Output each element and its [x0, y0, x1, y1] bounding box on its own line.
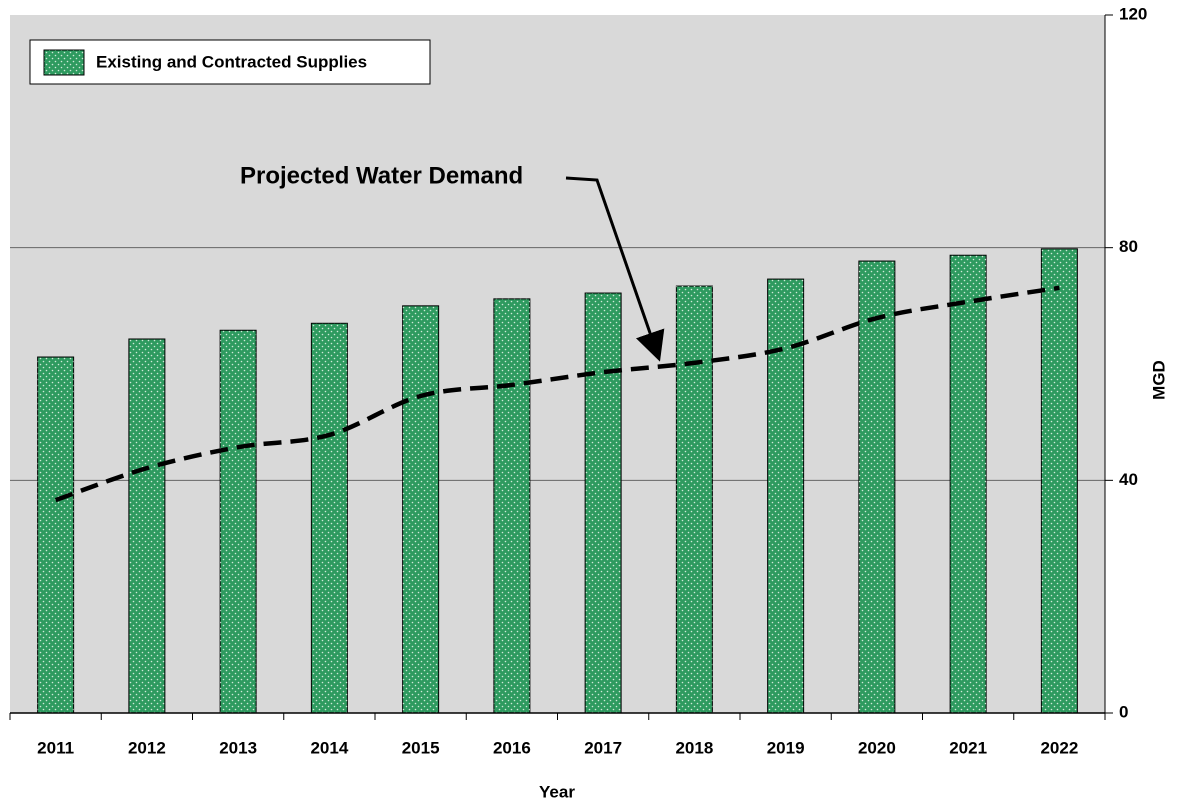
x-tick-label: 2015 — [402, 738, 440, 757]
x-tick-label: 2022 — [1040, 738, 1078, 757]
bar-dots — [585, 293, 622, 713]
y-tick-label: 0 — [1119, 702, 1128, 721]
annotation-arrow — [565, 176, 665, 362]
x-tick-label: 2021 — [949, 738, 987, 757]
bar-dots — [37, 357, 74, 713]
line — [54, 285, 1060, 503]
bar — [310, 322, 348, 714]
bar-dots — [128, 338, 165, 713]
bar — [675, 285, 713, 714]
legend-swatch — [43, 49, 85, 76]
x-tick-label: 2014 — [310, 738, 348, 757]
plot-area — [10, 15, 1105, 713]
bar — [949, 254, 987, 714]
bar — [128, 338, 166, 714]
x-tick-label: 2016 — [493, 738, 531, 757]
bar — [402, 305, 440, 714]
annotation: Projected Water Demand — [240, 162, 523, 189]
y-tick-label: 80 — [1119, 237, 1138, 256]
bar — [37, 356, 75, 714]
x-axis-label: Year — [539, 782, 575, 801]
x-tick-label: 2011 — [37, 738, 74, 757]
legend — [29, 39, 431, 85]
legend-swatch-dots — [44, 50, 84, 75]
bar — [219, 329, 257, 714]
bar — [858, 260, 896, 714]
y-tick-label: 120 — [1119, 4, 1147, 23]
y-tick-label: 40 — [1119, 470, 1138, 489]
bar-dots — [220, 330, 257, 713]
bar-dots — [676, 286, 713, 713]
bar — [584, 292, 622, 714]
bar-dots — [950, 255, 987, 713]
x-tick-label: 2017 — [584, 738, 622, 757]
legend-label: Existing and Contracted Supplies — [96, 52, 367, 71]
bar-dots — [311, 323, 348, 713]
x-tick-label: 2019 — [767, 738, 805, 757]
bar — [1040, 248, 1078, 714]
bar-dots — [858, 261, 895, 713]
bar — [493, 298, 531, 714]
x-tick-label: 2020 — [858, 738, 896, 757]
x-tick-label: 2013 — [219, 738, 257, 757]
bar-dots — [402, 305, 439, 713]
y-axis-label: MGD — [1149, 360, 1168, 400]
x-tick-label: 2012 — [128, 738, 166, 757]
bar-dots — [1041, 248, 1078, 713]
bar-dots — [493, 298, 530, 713]
x-tick-label: 2018 — [675, 738, 713, 757]
